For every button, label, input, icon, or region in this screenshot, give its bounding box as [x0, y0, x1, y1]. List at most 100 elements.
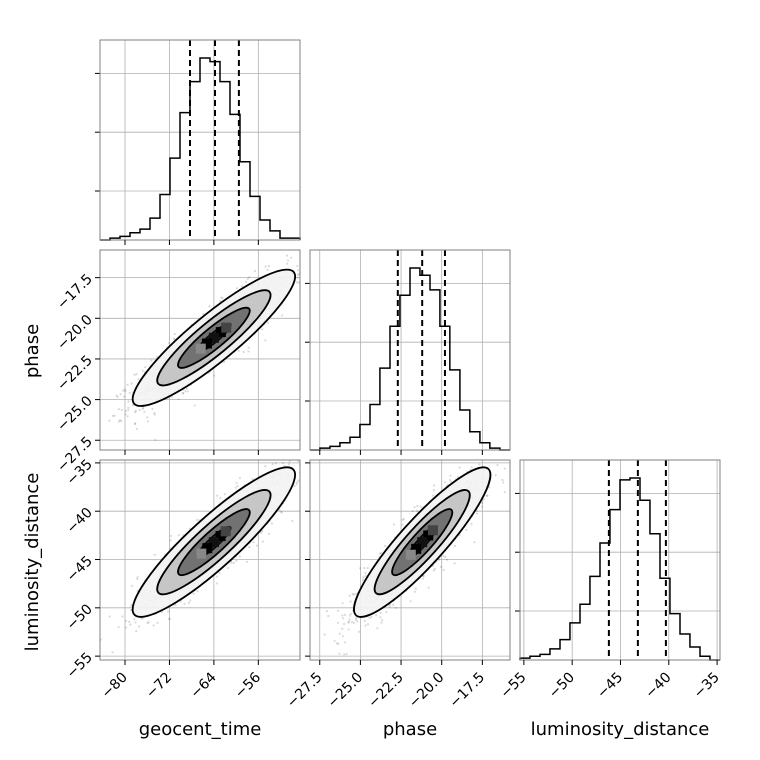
scatter-point	[295, 281, 299, 284]
hist-grid	[95, 72, 300, 192]
scatter-point	[219, 496, 222, 500]
scatter-point	[351, 592, 354, 596]
scatter-point	[352, 621, 355, 625]
scatter-point	[288, 451, 290, 453]
scatter-point	[166, 610, 170, 613]
scatter-point	[267, 321, 270, 324]
scatter-point	[264, 339, 267, 342]
scatter-point	[364, 574, 367, 578]
scatter-point	[266, 268, 269, 271]
scatter-point	[248, 545, 251, 549]
scatter-point	[414, 587, 417, 590]
x-tick-label: −25.0	[325, 670, 367, 712]
scatter-point	[416, 504, 419, 508]
scatter-point	[395, 606, 398, 610]
scatter-point	[363, 566, 366, 570]
scatter-point	[327, 614, 330, 618]
scatter-point	[485, 494, 488, 497]
scatter-point	[350, 395, 352, 397]
scatter-point	[270, 522, 274, 525]
scatter-point	[124, 413, 127, 416]
scatter-point	[431, 494, 434, 497]
scatter-point	[127, 409, 130, 412]
scatter-point	[494, 474, 497, 477]
scatter-point	[445, 558, 449, 561]
scatter-point	[494, 456, 496, 458]
scatter-point	[345, 652, 348, 656]
scatter-point	[193, 404, 196, 407]
scatter-point	[141, 406, 145, 409]
scatter-point	[453, 562, 456, 565]
scatter-point	[300, 269, 302, 271]
scatter-point	[263, 455, 265, 457]
scatter-point	[357, 630, 361, 633]
scatter-point	[413, 590, 416, 593]
scatter-point	[182, 391, 185, 395]
scatter-point	[156, 621, 159, 624]
scatter-point	[422, 574, 425, 578]
scatter-point	[215, 575, 218, 578]
scatter-point	[301, 480, 303, 482]
density-pixel	[417, 537, 428, 548]
scatter-point	[151, 407, 154, 411]
scatter-point	[235, 287, 239, 290]
scatter-point	[307, 459, 309, 461]
scatter-point	[267, 532, 271, 535]
scatter-point	[280, 314, 284, 317]
scatter-point	[173, 333, 176, 336]
scatter-point	[223, 493, 227, 496]
scatter-point	[124, 409, 128, 412]
scatter-point	[221, 296, 224, 300]
y-tick-label: −20.0	[54, 312, 96, 354]
y-tick-label: −50	[64, 601, 96, 633]
scatter-point	[297, 269, 300, 272]
histogram-step-luminosity-distance	[519, 477, 720, 661]
scatter-point	[189, 599, 192, 602]
scatter-point	[285, 254, 289, 257]
scatter-point	[136, 577, 139, 581]
x-label-geocent-time: geocent_time	[139, 719, 262, 740]
scatter-point	[392, 523, 396, 526]
scatter-point	[216, 582, 219, 585]
density-pixel	[423, 530, 434, 541]
scatter-point	[137, 625, 141, 628]
scatter-point	[335, 642, 339, 645]
density-pixel	[195, 343, 206, 354]
scatter-point	[286, 259, 290, 262]
scatter-point	[338, 632, 341, 635]
scatter-point	[275, 242, 277, 244]
scatter-point	[134, 409, 137, 412]
scatter-point	[238, 555, 241, 558]
x-tick-label: −55	[497, 670, 529, 702]
scatter-point	[380, 621, 383, 624]
scatter-point	[111, 414, 115, 418]
scatter-point	[348, 594, 351, 597]
x-tick-label: −27.5	[284, 670, 326, 712]
scatter-point	[488, 451, 490, 453]
scatter-point	[126, 415, 129, 418]
scatter-point	[131, 403, 134, 407]
scatter-point	[264, 464, 267, 468]
scatter-point	[117, 407, 120, 411]
scatter-point	[449, 474, 452, 477]
scatter-point	[220, 296, 223, 299]
scatter-point	[285, 447, 287, 449]
scatter-point	[305, 447, 307, 449]
scatter-point	[91, 458, 93, 460]
scatter-point	[177, 534, 180, 537]
scatter-point	[181, 392, 184, 395]
scatter-point	[323, 633, 326, 636]
scatter-point	[473, 541, 476, 544]
scatter-point	[274, 462, 278, 465]
y-tick-label: −40	[64, 505, 96, 537]
scatter-point	[348, 614, 352, 617]
scatter-point	[303, 271, 305, 273]
scatter-point	[134, 422, 137, 425]
scatter-point	[305, 475, 307, 477]
scatter-point	[385, 610, 388, 614]
scatter-point	[235, 481, 238, 485]
scatter-point	[439, 565, 443, 568]
scatter-point	[296, 481, 299, 484]
scatter-point	[449, 478, 452, 482]
scatter-point	[185, 387, 188, 390]
